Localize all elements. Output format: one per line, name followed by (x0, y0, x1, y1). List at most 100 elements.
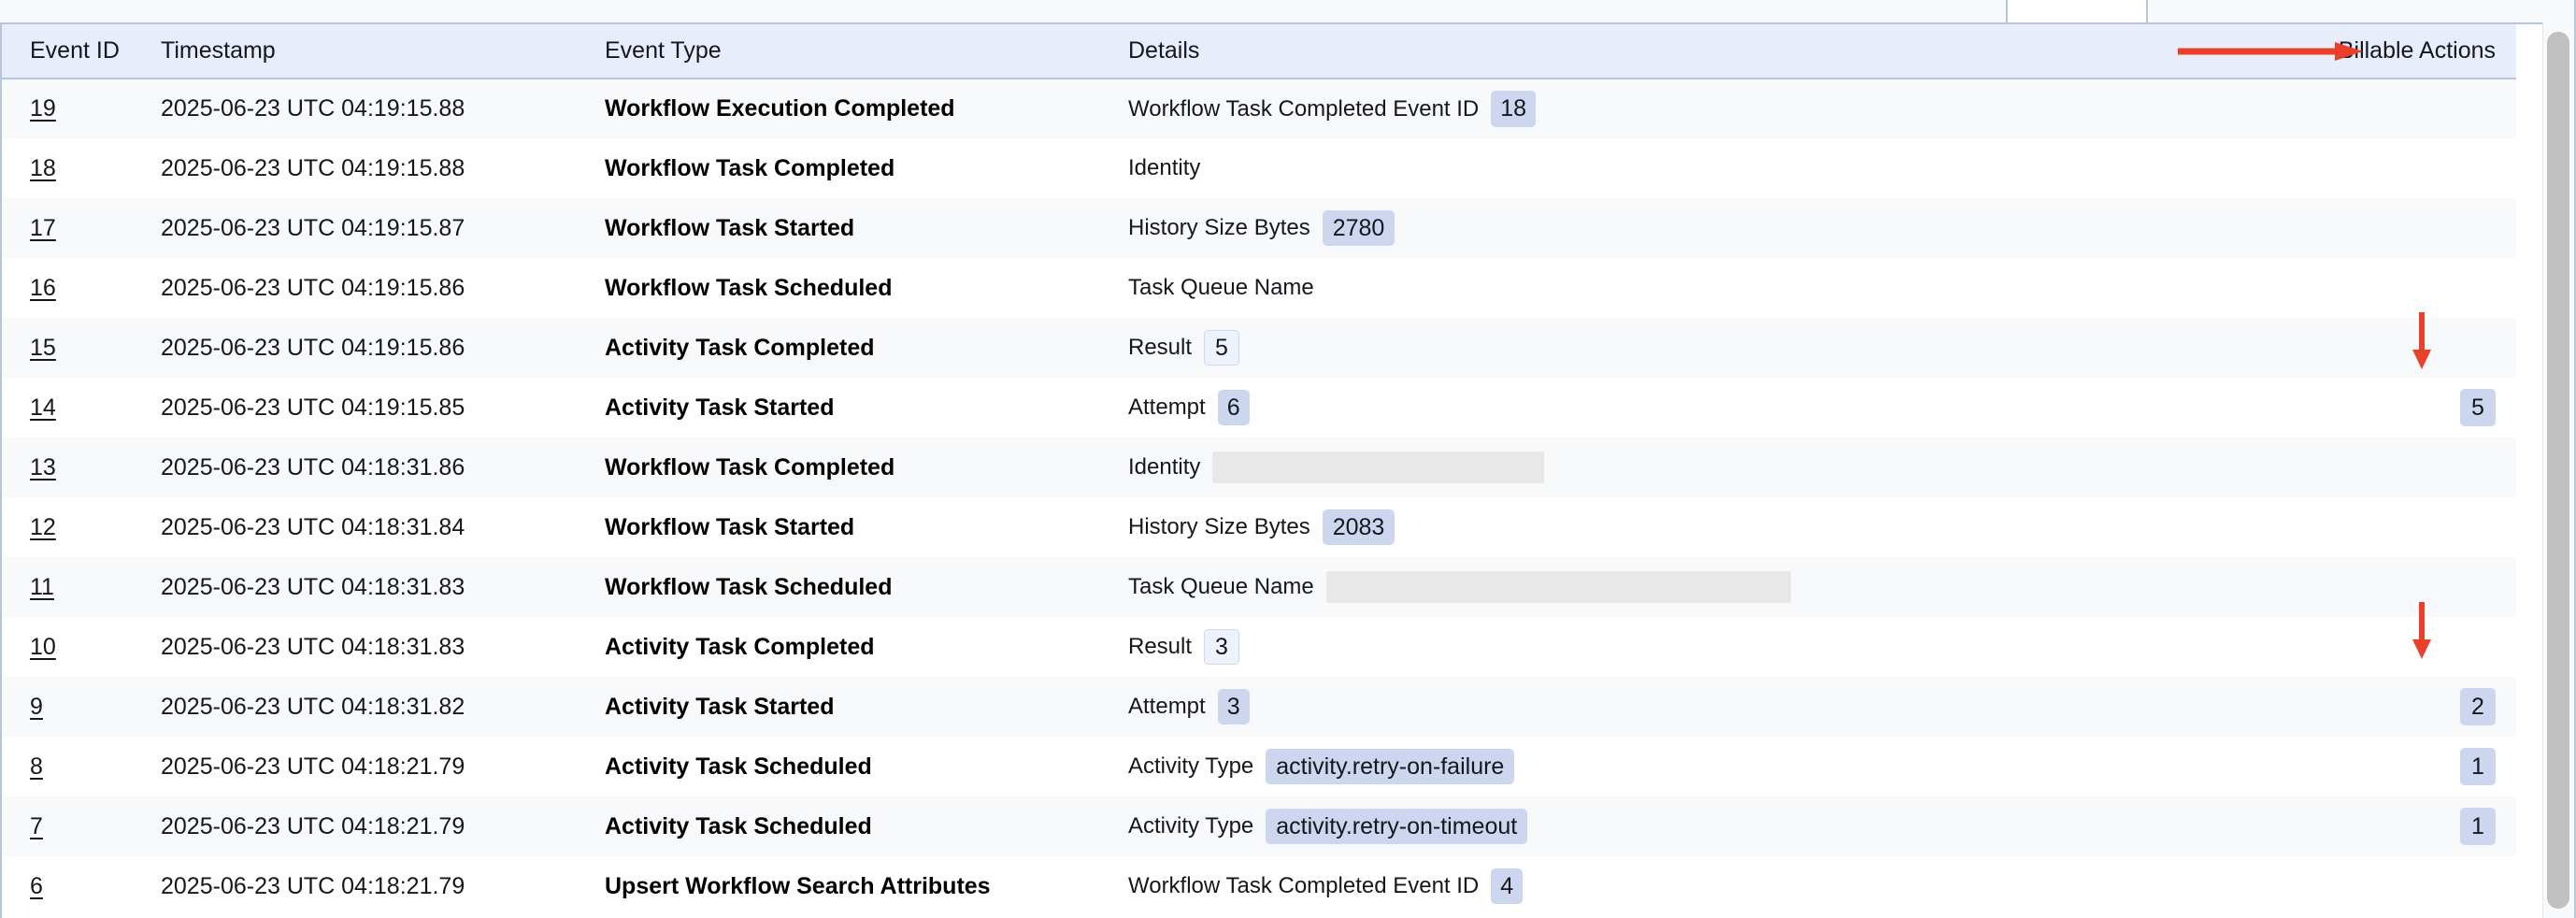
detail-value-chip[interactable]: 18 (1491, 91, 1537, 127)
cell-event-id: 10 (2, 617, 161, 677)
event-id-link[interactable]: 15 (30, 334, 56, 361)
cell-event-id: 12 (2, 497, 161, 557)
detail-value-chip[interactable]: activity.retry-on-timeout (1266, 808, 1528, 845)
billable-actions-chip[interactable]: 2 (2460, 688, 2496, 725)
cell-event-id: 7 (2, 796, 161, 856)
cell-event-type: Upsert Workflow Search Attributes (605, 872, 991, 899)
table-row[interactable]: 17 2025-06-23 UTC 04:19:15.87 Workflow Tas… (2, 198, 2516, 258)
detail-row: Workflow Task Completed Event ID 4 (1128, 868, 2184, 905)
cell-event-type: Workflow Task Completed (605, 154, 895, 181)
table-row[interactable]: 10 2025-06-23 UTC 04:18:31.83 Activity Tas… (2, 617, 2516, 677)
table-row[interactable]: 12 2025-06-23 UTC 04:18:31.84 Workflow Tas… (2, 497, 2516, 557)
cell-billable-actions (2184, 258, 2516, 318)
cell-details: Attempt 3 (1128, 677, 2184, 737)
detail-label: History Size Bytes (1128, 514, 1310, 539)
billable-actions-chip[interactable]: 1 (2460, 748, 2496, 785)
cell-billable-actions: 2 (2184, 677, 2516, 737)
column-header-details[interactable]: Details (1128, 24, 2184, 79)
table-row[interactable]: 15 2025-06-23 UTC 04:19:15.86 Activity Tas… (2, 318, 2516, 378)
table-row[interactable]: 9 2025-06-23 UTC 04:18:31.82 Activity Task… (2, 677, 2516, 737)
cell-billable-actions (2184, 856, 2516, 916)
cell-event-id: 19 (2, 79, 161, 138)
cell-billable-actions: 5 (2184, 378, 2516, 437)
cell-event-type: Activity Task Scheduled (605, 753, 872, 780)
cell-details: Workflow Task Completed Event ID 18 (1128, 79, 2184, 138)
event-id-link[interactable]: 17 (30, 214, 56, 241)
detail-row: Task Queue Name (1128, 275, 2184, 301)
cell-timestamp: 2025-06-23 UTC 04:18:21.79 (161, 872, 465, 899)
cell-timestamp: 2025-06-23 UTC 04:18:31.82 (161, 693, 465, 720)
detail-value-chip[interactable]: 4 (1491, 868, 1524, 905)
table-row[interactable]: 16 2025-06-23 UTC 04:19:15.86 Workflow Tas… (2, 258, 2516, 318)
event-id-link[interactable]: 10 (30, 633, 56, 660)
cell-details: Task Queue Name (1128, 258, 2184, 318)
detail-value-chip[interactable]: 5 (1204, 329, 1239, 366)
cell-event-id: 18 (2, 138, 161, 198)
column-header-event-id[interactable]: Event ID (2, 24, 161, 79)
event-id-link[interactable]: 8 (30, 753, 43, 780)
cell-event-type: Workflow Task Scheduled (605, 573, 893, 600)
table-row[interactable]: 18 2025-06-23 UTC 04:19:15.88 Workflow Tas… (2, 138, 2516, 198)
detail-value-chip[interactable]: 2780 (1322, 209, 1395, 247)
column-header-billable-actions[interactable]: Billable Actions (2184, 24, 2516, 79)
detail-value-chip[interactable]: activity.retry-on-failure (1266, 748, 1515, 785)
event-id-link[interactable]: 6 (30, 872, 43, 899)
cell-timestamp: 2025-06-23 UTC 04:19:15.86 (161, 334, 465, 361)
cell-details: Activity Type activity.retry-on-timeout (1128, 796, 2184, 856)
cell-event-id: 11 (2, 557, 161, 617)
event-id-link[interactable]: 7 (30, 812, 43, 839)
column-header-event-type[interactable]: Event Type (605, 24, 1128, 79)
cell-details: Task Queue Name (1128, 557, 2184, 617)
cell-event-id: 8 (2, 737, 161, 796)
cell-billable-actions: 1 (2184, 796, 2516, 856)
event-id-link[interactable]: 12 (30, 513, 56, 540)
cell-details: History Size Bytes 2780 (1128, 198, 2184, 258)
detail-value-chip[interactable]: 3 (1204, 628, 1239, 666)
cell-timestamp: 2025-06-23 UTC 04:18:21.79 (161, 812, 465, 839)
column-header-timestamp[interactable]: Timestamp (161, 24, 605, 79)
detail-row: Identity (1128, 452, 2184, 483)
table-row[interactable]: 19 2025-06-23 UTC 04:19:15.88 Workflow Exe… (2, 79, 2516, 138)
billable-actions-chip[interactable]: 1 (2460, 808, 2496, 845)
table-row[interactable]: 14 2025-06-23 UTC 04:19:15.85 Activity Tas… (2, 378, 2516, 437)
table-row[interactable]: 6 2025-06-23 UTC 04:18:21.79 Upsert Workfl… (2, 856, 2516, 916)
detail-label: Result (1128, 335, 1193, 360)
table-header-row: Event ID Timestamp Event Type Details Bi… (2, 24, 2516, 79)
detail-value-chip[interactable]: 6 (1217, 389, 1250, 426)
event-id-link[interactable]: 14 (30, 394, 56, 421)
cell-timestamp: 2025-06-23 UTC 04:18:31.83 (161, 633, 465, 660)
table-row[interactable]: 11 2025-06-23 UTC 04:18:31.83 Workflow Tas… (2, 557, 2516, 617)
table-row[interactable]: 8 2025-06-23 UTC 04:18:21.79 Activity Task… (2, 737, 2516, 796)
cell-details: Attempt 6 (1128, 378, 2184, 437)
detail-value-chip[interactable]: 2083 (1322, 509, 1395, 546)
event-id-link[interactable]: 19 (30, 95, 56, 122)
event-id-link[interactable]: 13 (30, 453, 56, 481)
cell-event-type: Activity Task Started (605, 394, 835, 421)
detail-row: Activity Type activity.retry-on-timeout (1128, 808, 2184, 845)
cell-event-id: 15 (2, 318, 161, 378)
top-cutoff-strip (0, 0, 2576, 22)
cell-event-type: Workflow Task Started (605, 513, 855, 540)
cell-event-id: 16 (2, 258, 161, 318)
detail-label: Workflow Task Completed Event ID (1128, 873, 1480, 898)
cell-details: Workflow Task Completed Event ID 4 (1128, 856, 2184, 916)
cell-event-type: Workflow Task Started (605, 214, 855, 241)
table-row[interactable]: 7 2025-06-23 UTC 04:18:21.79 Activity Task… (2, 796, 2516, 856)
cell-billable-actions (2184, 198, 2516, 258)
cell-timestamp: 2025-06-23 UTC 04:18:21.79 (161, 753, 465, 780)
detail-row: Result 5 (1128, 329, 2184, 366)
cell-details: Result 3 (1128, 617, 2184, 677)
table-body: 19 2025-06-23 UTC 04:19:15.88 Workflow Exe… (2, 79, 2516, 916)
detail-label: Task Queue Name (1128, 275, 1314, 300)
event-id-link[interactable]: 16 (30, 274, 56, 301)
billable-actions-chip[interactable]: 5 (2460, 389, 2496, 426)
event-id-link[interactable]: 11 (30, 573, 54, 600)
event-id-link[interactable]: 18 (30, 154, 56, 181)
detail-label: Identity (1128, 454, 1201, 480)
cell-event-type: Activity Task Scheduled (605, 812, 872, 839)
detail-value-chip[interactable]: 3 (1217, 688, 1250, 725)
event-id-link[interactable]: 9 (30, 693, 43, 720)
table-row[interactable]: 13 2025-06-23 UTC 04:18:31.86 Workflow Tas… (2, 437, 2516, 497)
cell-details: Result 5 (1128, 318, 2184, 378)
vertical-scrollbar-thumb[interactable] (2547, 32, 2569, 909)
